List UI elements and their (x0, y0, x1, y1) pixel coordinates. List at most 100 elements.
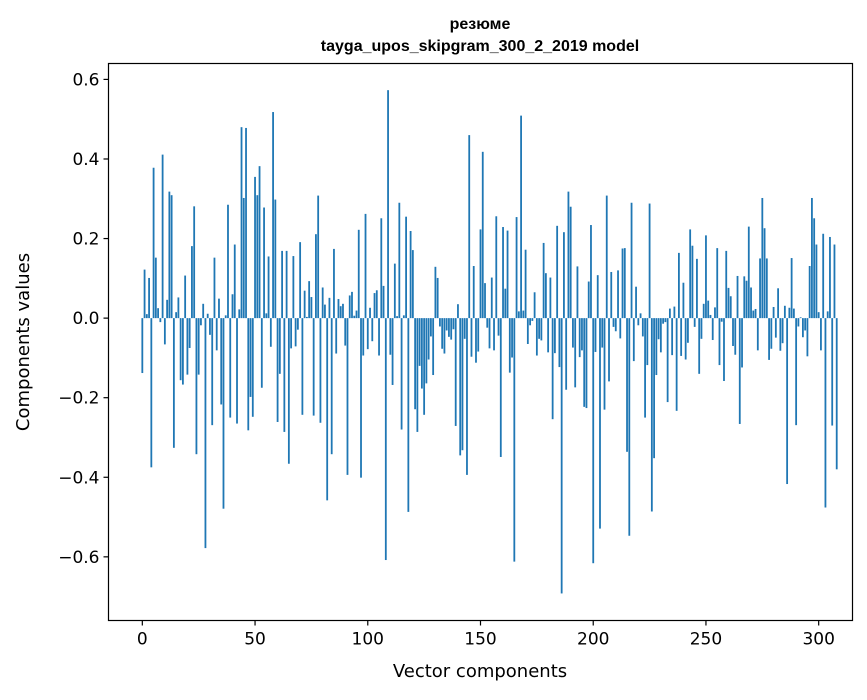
bar-114 (398, 202, 401, 319)
bar-196 (583, 318, 586, 407)
bar-167 (517, 311, 520, 319)
bar-235 (671, 318, 674, 356)
bar-88 (339, 306, 342, 319)
bar-34 (218, 298, 220, 319)
bar-109 (387, 90, 389, 319)
bar-72 (303, 290, 306, 319)
bar-275 (761, 197, 764, 319)
y-axis-ticks: −0.6 −0.4 −0.2 0.0 0.2 0.4 0.6 (58, 70, 109, 568)
bar-95 (355, 310, 358, 319)
bar-124 (420, 318, 423, 389)
chart-subtitle: tayga_upos_skipgram_300_2_2019 model (321, 38, 639, 55)
bar-77 (315, 234, 317, 319)
bar-85 (333, 248, 335, 319)
bar-115 (400, 318, 403, 430)
bar-262 (732, 318, 734, 346)
bar-305 (829, 236, 831, 319)
bar-278 (768, 318, 770, 360)
bar-42 (236, 318, 238, 424)
bar-106 (380, 218, 383, 319)
bar-192 (574, 318, 577, 388)
bar-166 (515, 217, 518, 319)
bar-226 (650, 318, 653, 512)
bar-49 (251, 318, 254, 417)
y-tick-label-6: 0.6 (72, 70, 99, 90)
bar-269 (747, 226, 750, 319)
bar-39 (229, 318, 232, 418)
bar-244 (691, 245, 694, 319)
bar-272 (754, 308, 757, 319)
bar-54 (263, 207, 265, 319)
bar-217 (630, 202, 633, 319)
bar-292 (799, 317, 802, 319)
bar-71 (301, 318, 304, 415)
bar-284 (781, 318, 784, 344)
bar-22 (191, 246, 193, 319)
bar-182 (551, 318, 554, 420)
bar-26 (200, 318, 202, 326)
bar-11 (166, 299, 169, 319)
bar-78 (317, 195, 320, 319)
x-tick-label-6: 300 (802, 630, 834, 650)
bar-308 (835, 318, 838, 470)
bar-45 (242, 197, 245, 319)
bar-177 (540, 318, 543, 341)
bar-3 (148, 277, 150, 319)
bar-102 (371, 318, 374, 342)
bar-178 (542, 242, 545, 319)
bar-4 (150, 318, 153, 468)
bar-273 (756, 318, 759, 351)
bar-47 (247, 318, 250, 431)
bar-290 (795, 318, 798, 426)
y-tick-label-0: −0.6 (58, 548, 99, 568)
bar-17 (179, 318, 182, 381)
bar-225 (648, 203, 651, 319)
bar-285 (783, 305, 786, 319)
bar-32 (213, 257, 216, 319)
bar-140 (457, 304, 459, 319)
bar-266 (741, 318, 743, 368)
bar-67 (292, 256, 295, 319)
bar-297 (811, 197, 813, 319)
bar-239 (680, 318, 683, 356)
bar-276 (763, 228, 766, 319)
bar-141 (459, 318, 462, 456)
bar-135 (445, 318, 448, 331)
bar-268 (745, 280, 748, 319)
bar-186 (560, 318, 563, 594)
bar-205 (603, 318, 606, 410)
bar-117 (405, 216, 407, 319)
bar-170 (524, 249, 527, 319)
bar-108 (384, 318, 387, 561)
bar-38 (227, 204, 229, 319)
bar-0 (141, 318, 144, 374)
bar-107 (382, 285, 385, 319)
bar-236 (673, 306, 676, 319)
bar-294 (804, 318, 807, 331)
x-tick-label-3: 150 (464, 630, 496, 650)
bar-1 (143, 269, 146, 319)
bar-62 (281, 250, 283, 319)
bar-12 (168, 191, 171, 319)
bar-286 (786, 318, 789, 485)
bar-183 (554, 318, 556, 354)
bar-48 (249, 318, 252, 397)
bar-277 (765, 258, 768, 319)
bar-20 (186, 318, 189, 375)
bar-180 (547, 318, 550, 353)
bar-142 (461, 318, 464, 451)
bar-209 (612, 318, 615, 327)
bar-69 (296, 318, 299, 330)
bar-132 (439, 318, 441, 327)
bar-250 (705, 235, 707, 319)
bar-249 (702, 303, 705, 319)
bar-112 (393, 263, 396, 319)
bar-271 (752, 310, 755, 319)
bar-122 (416, 318, 419, 432)
bar-190 (569, 206, 572, 319)
bar-129 (432, 318, 435, 376)
x-tick-label-4: 200 (577, 630, 609, 650)
chart-title: резюме (450, 16, 511, 33)
bar-93 (351, 291, 353, 319)
